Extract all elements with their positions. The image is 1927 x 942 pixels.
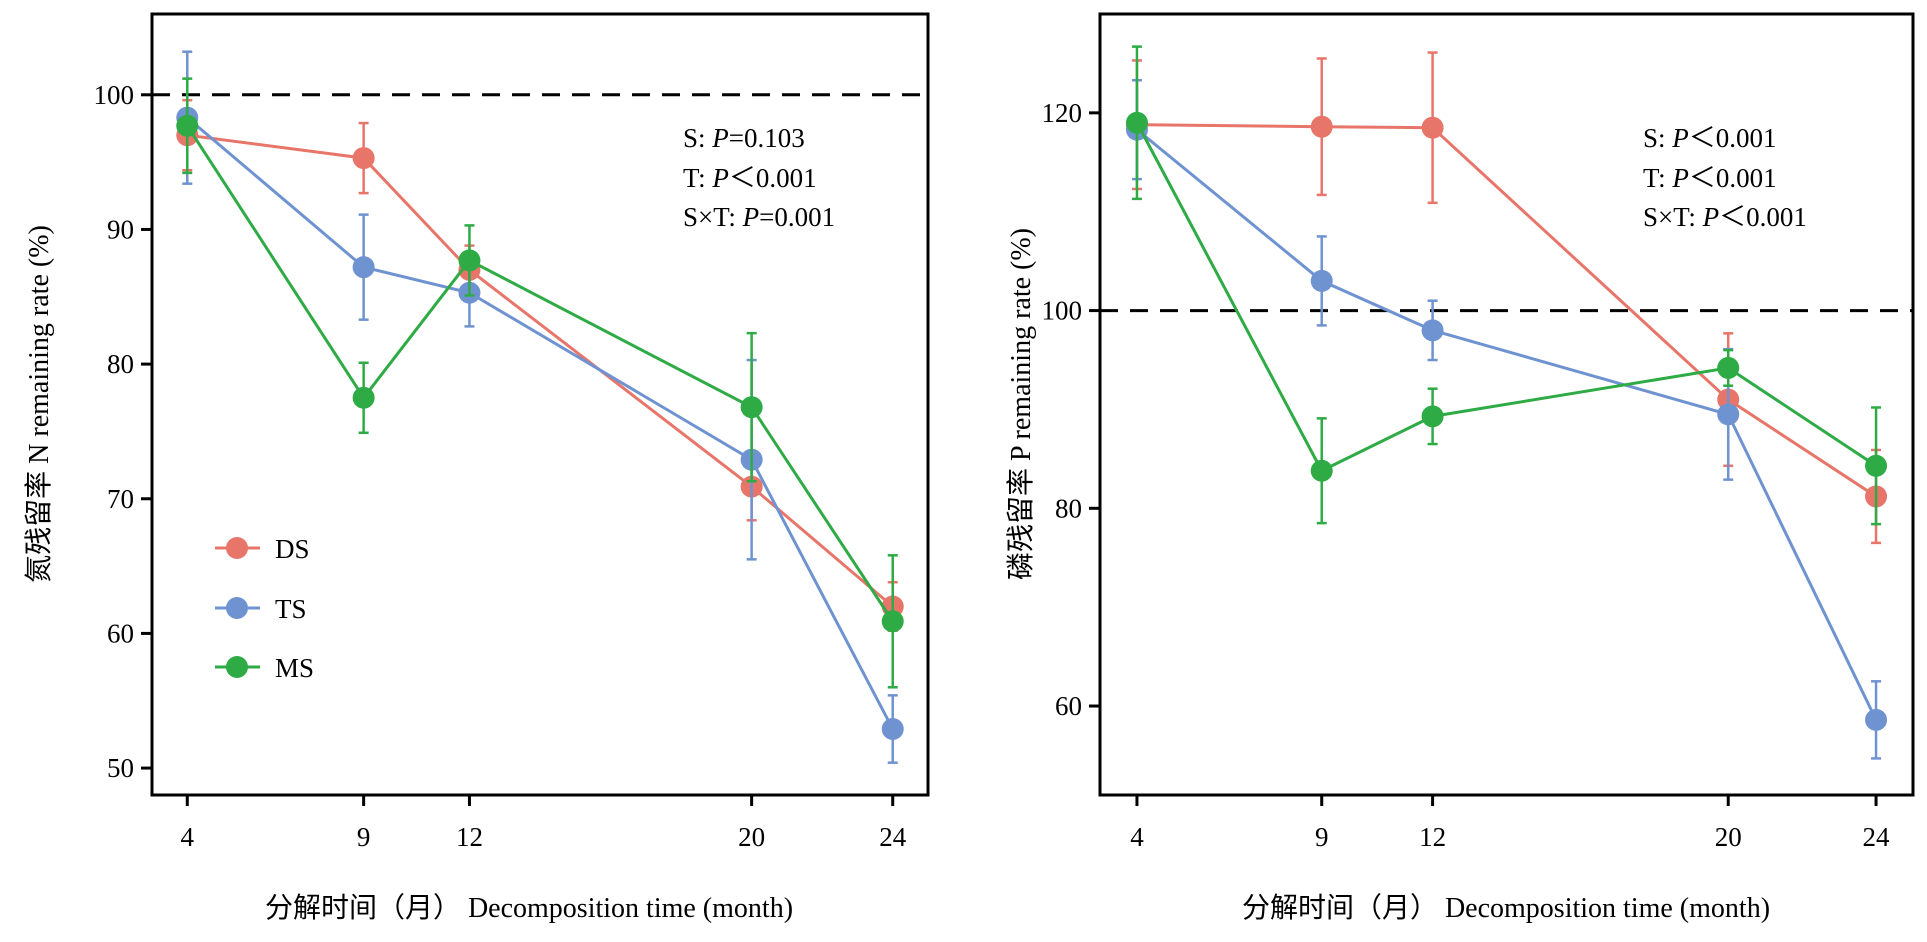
- data-point: [176, 114, 199, 137]
- series-ms: [1125, 45, 1888, 526]
- stat-line: S×T: P＜0.001: [1643, 202, 1807, 232]
- data-point: [881, 610, 904, 633]
- y-tick-label: 60: [107, 618, 134, 648]
- data-point: [740, 396, 763, 419]
- y-tick-label: 60: [1055, 691, 1082, 721]
- legend-item-ds: DS: [215, 534, 310, 564]
- series-ms: [176, 77, 904, 689]
- data-point: [1865, 454, 1888, 477]
- data-point: [458, 249, 481, 272]
- y-tick-label: 80: [107, 349, 134, 379]
- legend-item-ms: MS: [215, 653, 314, 683]
- y-tick-label: 50: [107, 753, 134, 783]
- svg-text:TS: TS: [275, 594, 307, 624]
- x-tick-label: 4: [1130, 822, 1144, 852]
- y-tick-label: 70: [107, 484, 134, 514]
- y-tick-label: 100: [94, 80, 135, 110]
- y-tick-label: 90: [107, 214, 134, 244]
- data-point: [1310, 269, 1333, 292]
- data-point: [881, 718, 904, 741]
- y-tick-label: 120: [1042, 98, 1083, 128]
- stats-annotation: S: P＜0.001 T: P＜0.001 S×T: P＜0.001: [1643, 123, 1807, 232]
- stats-annotation: S: P=0.103 T: P＜0.001 S×T: P=0.001: [683, 123, 835, 232]
- y-axis-label: 磷残留率 P remaining rate (%): [1005, 228, 1037, 580]
- legend-item-ts: TS: [215, 594, 307, 624]
- y-tick-label: 80: [1055, 493, 1082, 523]
- x-tick-label: 24: [879, 822, 907, 852]
- svg-text:DS: DS: [275, 534, 310, 564]
- plot-frame: [150, 12, 930, 797]
- data-point: [1421, 319, 1444, 342]
- data-point: [352, 256, 375, 279]
- plot-frame: [1098, 12, 1915, 797]
- x-tick-label: 4: [181, 822, 195, 852]
- stat-line: S: P=0.103: [683, 123, 805, 153]
- legend: DS TS MS: [215, 534, 314, 683]
- data-point: [1421, 116, 1444, 139]
- stat-line: S: P＜0.001: [1643, 123, 1777, 153]
- x-tick-label: 9: [1315, 822, 1329, 852]
- x-tick-label: 20: [738, 822, 765, 852]
- y-tick-label: 100: [1042, 296, 1083, 326]
- data-point: [1125, 111, 1148, 134]
- data-point: [352, 147, 375, 170]
- stat-line: S×T: P=0.001: [683, 202, 835, 232]
- data-point: [1310, 459, 1333, 482]
- x-tick-label: 12: [456, 822, 483, 852]
- x-axis-label: 分解时间（月） Decomposition time (month): [1242, 892, 1770, 924]
- data-point: [1717, 356, 1740, 379]
- x-tick-label: 9: [357, 822, 371, 852]
- data-point: [1865, 708, 1888, 731]
- y-axis-label: 氮残留率 N remaining rate (%): [23, 225, 55, 583]
- x-tick-label: 12: [1419, 822, 1446, 852]
- data-point: [1310, 115, 1333, 138]
- x-axis-label: 分解时间（月） Decomposition time (month): [265, 892, 793, 924]
- stat-line: T: P＜0.001: [683, 163, 817, 193]
- data-point: [1421, 405, 1444, 428]
- x-tick-label: 20: [1715, 822, 1742, 852]
- stat-line: T: P＜0.001: [1643, 163, 1777, 193]
- svg-text:MS: MS: [275, 653, 314, 683]
- x-tick-label: 24: [1863, 822, 1891, 852]
- data-point: [1717, 403, 1740, 426]
- data-point: [352, 386, 375, 409]
- p-remaining-chart: 60 80 100 120 4 9 12 20 24 磷残留率 P remaining rate…: [1005, 12, 1915, 924]
- n-remaining-chart: 50 60 70 80 90 100 4 9 12 20 24 氮残留率 N remaining r…: [23, 12, 930, 924]
